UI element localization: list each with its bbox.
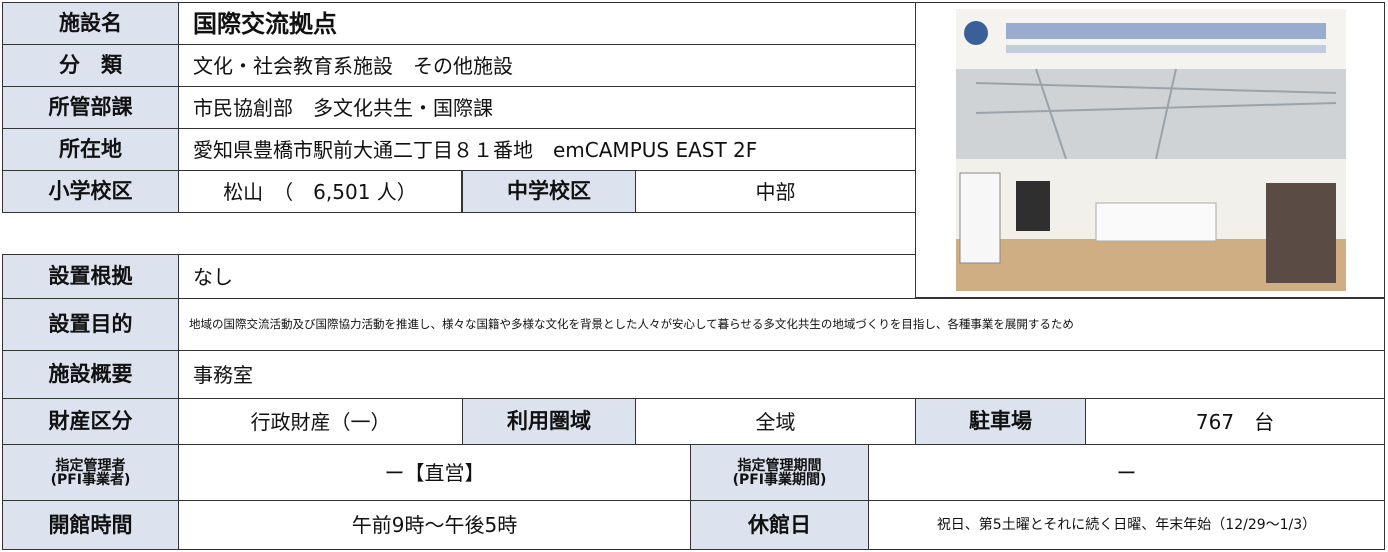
label-cell: 小学校区: [2, 170, 179, 213]
label-cell: 財産区分: [2, 398, 179, 445]
label-cell: 所管部課: [2, 86, 179, 129]
label-cell: 指定管理期間 (PFI事業期間): [690, 444, 869, 501]
label-cell: 所在地: [2, 128, 179, 171]
value-cell: 愛知県豊橋市駅前大通二丁目８１番地 emCAMPUS EAST 2F: [178, 128, 916, 171]
photo-illustration: [956, 9, 1346, 291]
value-cell: 全域: [635, 398, 916, 445]
label-cell: 施設名: [2, 2, 179, 45]
label-cell: 設置根拠: [2, 254, 179, 299]
value-cell: ー: [868, 444, 1385, 501]
value-cell: 午前9時～午後5時: [178, 500, 691, 550]
value-cell: なし: [178, 254, 916, 299]
facility-photo: [915, 2, 1385, 298]
label-cell: 利用圏域: [462, 398, 636, 445]
value-cell: 767 台: [1085, 398, 1385, 445]
sign-subtext-band: [1006, 45, 1326, 53]
sign-text-band: [1006, 23, 1326, 39]
label-cell: 施設概要: [2, 350, 179, 399]
value-cell: ー【直営】: [178, 444, 691, 501]
value-cell: 文化・社会教育系施設 その他施設: [178, 44, 916, 87]
logo: [964, 21, 988, 45]
label-cell: 駐車場: [915, 398, 1086, 445]
value-cell: 市民協創部 多文化共生・国際課: [178, 86, 916, 129]
shelf: [959, 172, 1001, 264]
ceiling-pipes: [975, 68, 1337, 160]
value-cell: 松山 （ 6,501 人）: [178, 170, 463, 213]
value-cell: 行政財産（一）: [178, 398, 463, 445]
screen: [1016, 181, 1050, 231]
label-cell: 設置目的: [2, 298, 179, 351]
value-cell: 中部: [635, 170, 916, 213]
book-rack: [1266, 183, 1336, 283]
value-cell: 事務室: [178, 350, 1385, 399]
label-cell: 指定管理者 (PFI事業者): [2, 444, 179, 501]
label-cell: 分 類: [2, 44, 179, 87]
label-cell: 開館時間: [2, 500, 179, 550]
ceiling: [956, 69, 1346, 159]
label-cell: 休館日: [690, 500, 869, 550]
value-cell: 地域の国際交流活動及び国際協力活動を推進し、様々な国籍や多様な文化を背景とした人…: [178, 298, 1385, 351]
counter: [1095, 202, 1217, 242]
value-cell: 祝日、第5土曜とそれに続く日曜、年末年始（12/29～1/3）: [868, 500, 1385, 550]
label-cell: 中学校区: [462, 170, 636, 213]
facility-name: 国際交流拠点: [178, 2, 916, 45]
